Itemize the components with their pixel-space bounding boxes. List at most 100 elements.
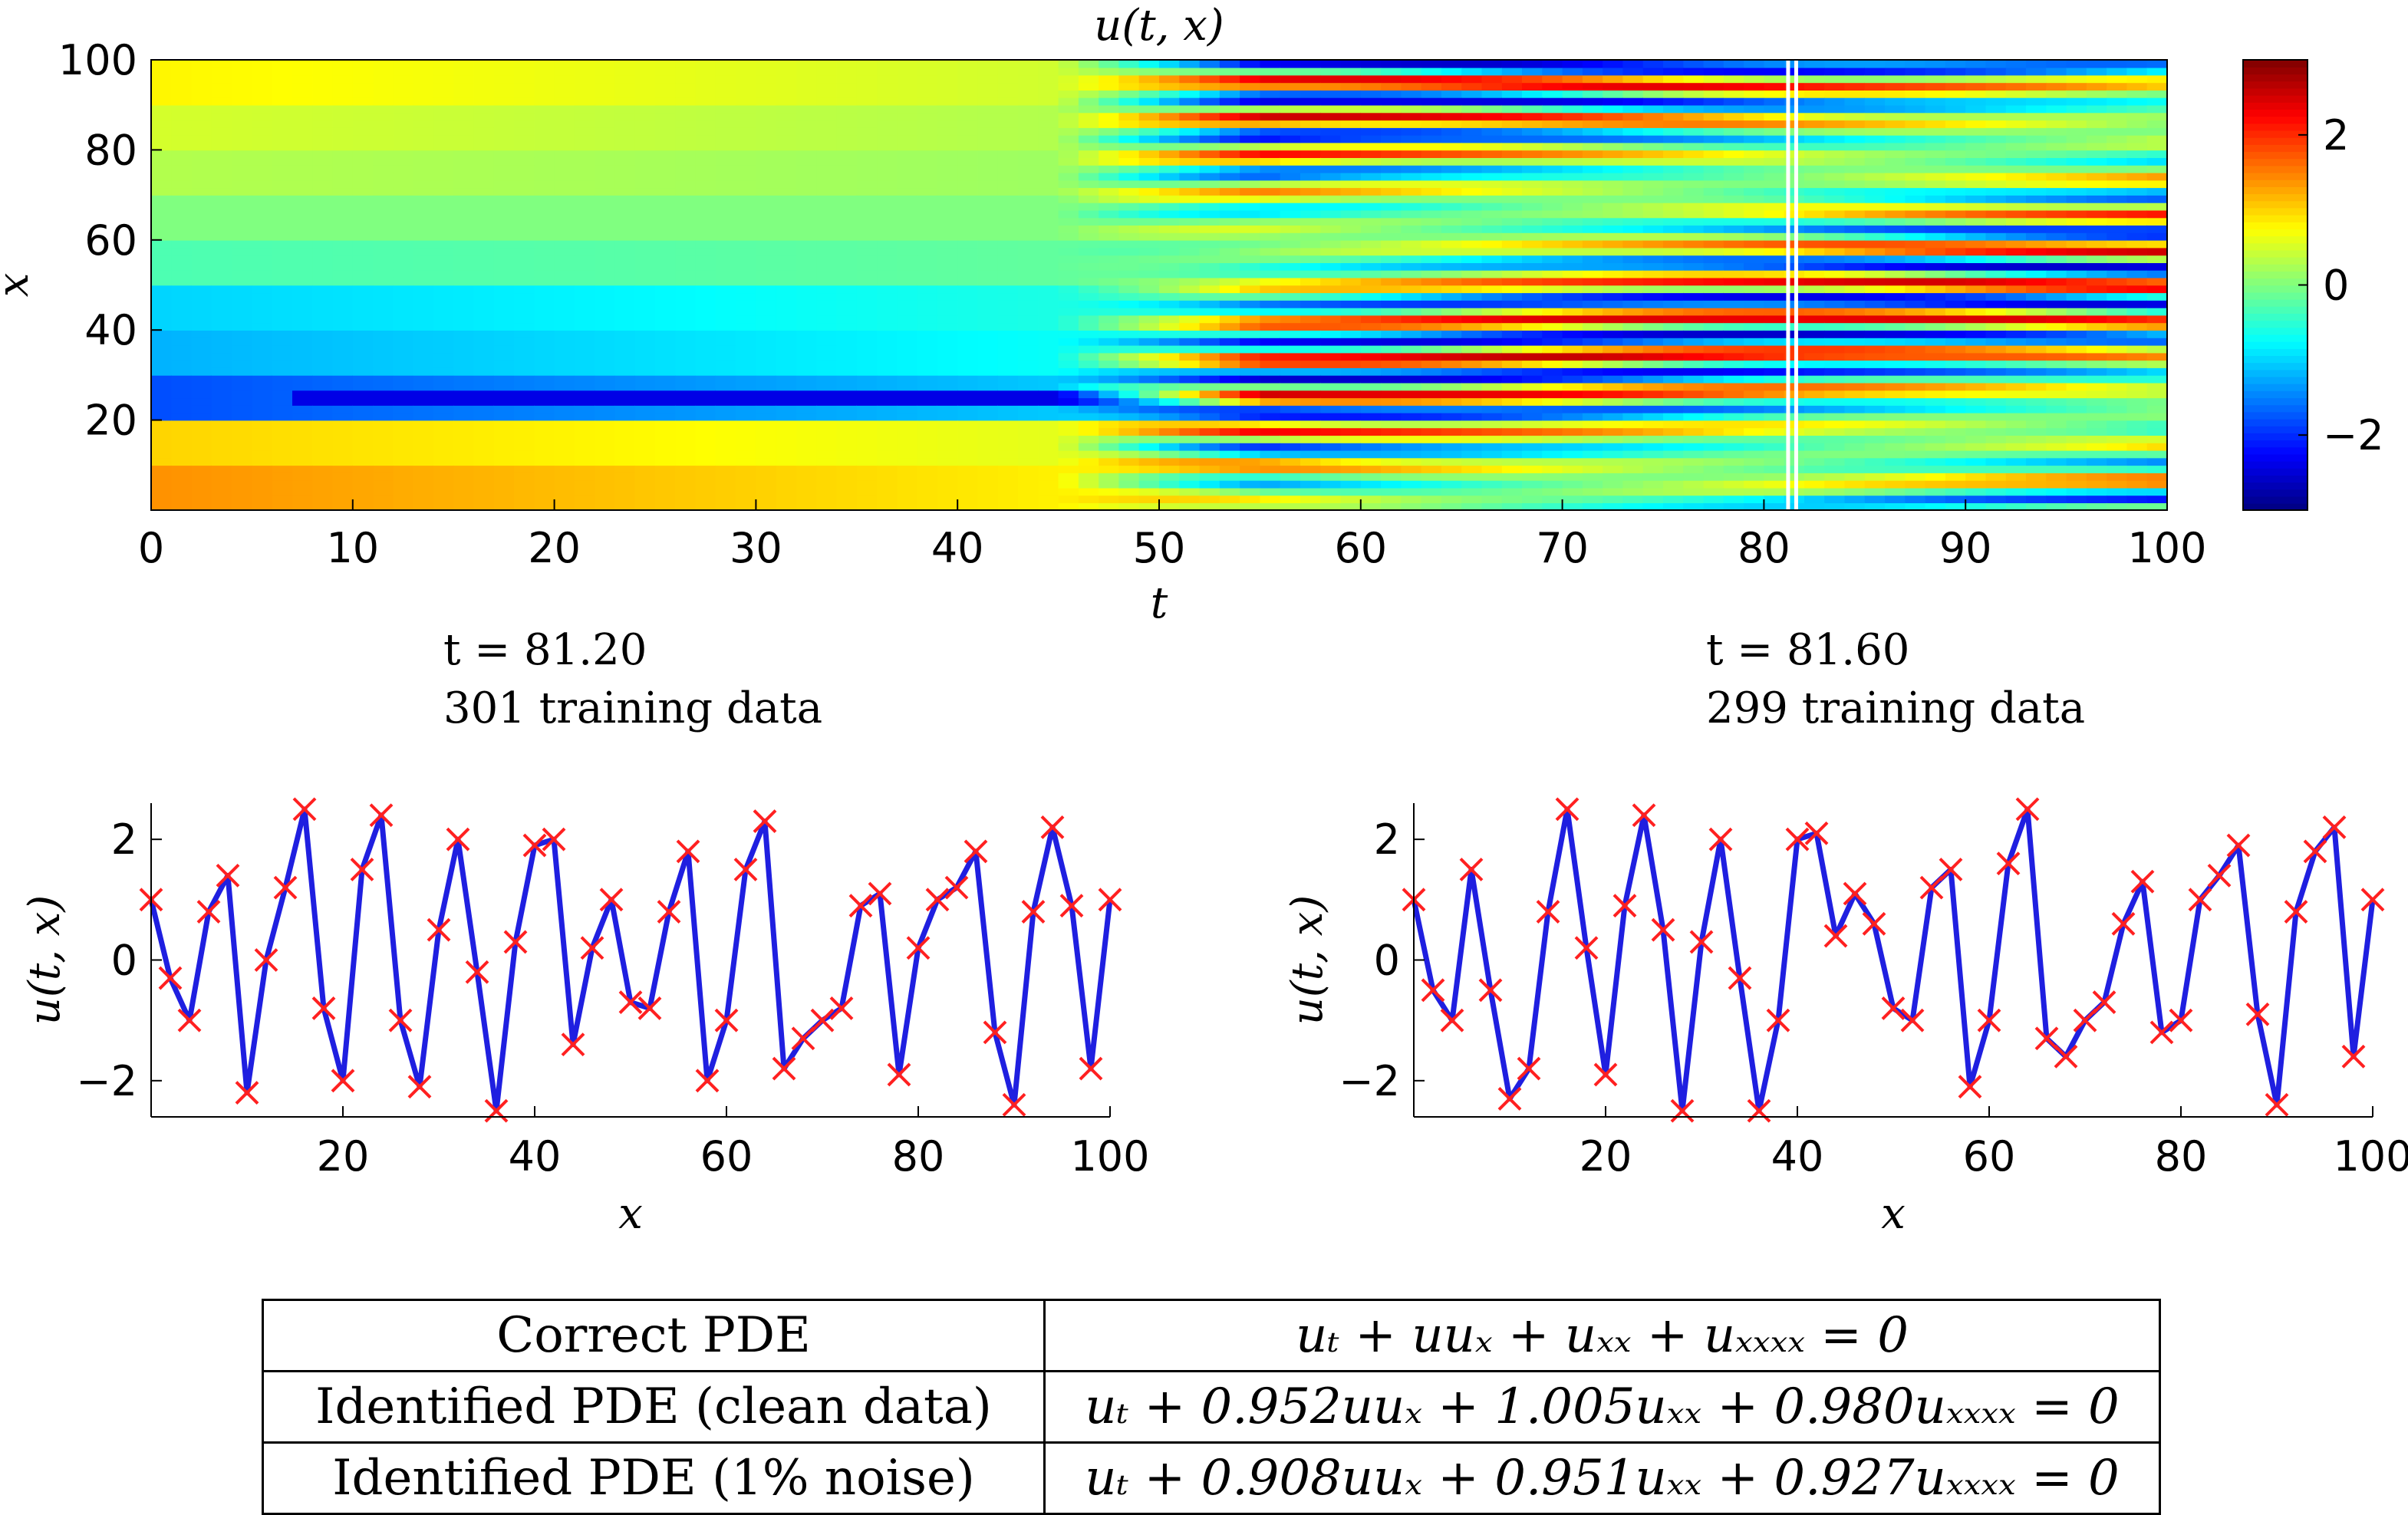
heatmap-cell — [816, 397, 838, 406]
heatmap-cell — [292, 367, 314, 376]
heatmap-cell — [816, 300, 838, 308]
heatmap-cell — [1723, 487, 1744, 496]
heatmap-cell — [1300, 90, 1322, 98]
heatmap-cell — [1058, 360, 1079, 368]
heatmap-cell — [272, 487, 293, 496]
heatmap-cell — [272, 134, 293, 143]
heatmap-cell — [171, 179, 193, 189]
heatmap-cell — [595, 292, 616, 301]
heatmap-cell — [756, 344, 777, 354]
heatmap-cell — [595, 269, 616, 278]
heatmap-cell — [1018, 277, 1039, 286]
heatmap-cell — [252, 142, 273, 151]
heatmap-cell — [1360, 90, 1382, 98]
heatmap-cell — [1642, 277, 1664, 286]
heatmap-cell — [1280, 74, 1301, 84]
heatmap-cell — [1058, 232, 1079, 241]
heatmap-cell — [1663, 112, 1685, 121]
heatmap-cell — [1138, 367, 1160, 376]
heatmap-cell — [1501, 412, 1523, 421]
heatmap-cell — [1300, 112, 1322, 121]
heatmap-cell — [1038, 360, 1059, 368]
heatmap-cell — [292, 443, 314, 451]
heatmap-cell — [1663, 367, 1685, 376]
heatmap-cell — [695, 307, 716, 316]
heatmap-cell — [595, 390, 616, 399]
heatmap-cell — [1582, 262, 1603, 271]
heatmap-cell — [1078, 74, 1099, 84]
heatmap-cell — [1360, 443, 1382, 451]
heatmap-cell — [1118, 487, 1140, 496]
heatmap-cell — [856, 97, 878, 106]
heatmap-cell — [595, 112, 616, 121]
heatmap-cell — [1320, 382, 1342, 391]
heatmap-cell — [1199, 307, 1220, 316]
heatmap-cell — [1622, 344, 1644, 354]
heatmap-cell — [836, 195, 858, 203]
heatmap-cell — [514, 360, 535, 368]
heatmap-cell — [1179, 82, 1201, 91]
heatmap-cell — [1078, 134, 1099, 143]
heatmap-cell — [1038, 239, 1059, 249]
heatmap-cell — [1603, 479, 1624, 489]
heatmap-cell — [1320, 427, 1342, 436]
heatmap-cell — [736, 412, 757, 421]
heatmap-cell — [1804, 300, 1826, 308]
heatmap-cell — [1199, 150, 1220, 158]
heatmap-cell — [493, 300, 515, 308]
heatmap-cell — [1421, 239, 1442, 249]
heatmap-cell — [856, 473, 878, 481]
heatmap-cell — [1320, 390, 1342, 399]
heatmap-cell — [1360, 179, 1382, 189]
heatmap-cell — [1582, 420, 1603, 429]
heatmap-cell — [514, 487, 535, 496]
heatmap-cell — [796, 165, 818, 173]
heatmap-cell — [1764, 262, 1785, 271]
heatmap-cell — [977, 307, 999, 316]
heatmap-cell — [554, 134, 575, 143]
heatmap-cell — [332, 165, 354, 173]
heatmap-cell — [1018, 397, 1039, 406]
heatmap-cell — [1723, 292, 1744, 301]
heatmap-cell — [1461, 352, 1483, 361]
heatmap-cell — [1764, 195, 1785, 203]
heatmap-cell — [1401, 443, 1422, 451]
heatmap-cell — [695, 397, 716, 406]
heatmap-cell — [977, 255, 999, 263]
heatmap-cell — [514, 330, 535, 338]
heatmap-cell — [413, 465, 434, 473]
heatmap-cell — [1421, 187, 1442, 196]
heatmap-cell — [1461, 360, 1483, 368]
heatmap-cell — [1562, 420, 1583, 429]
heatmap-cell — [1138, 382, 1160, 391]
heatmap-cell — [1441, 338, 1462, 346]
heatmap-cell — [997, 390, 1019, 399]
heatmap-cell — [997, 67, 1019, 76]
heatmap-cell — [877, 292, 898, 301]
heatmap-cell — [534, 269, 555, 278]
heatmap-cell — [1018, 502, 1039, 511]
heatmap-cell — [1703, 202, 1724, 211]
heatmap-cell — [937, 450, 958, 459]
heatmap-cell — [1260, 465, 1281, 473]
heatmap-cell — [1764, 134, 1785, 143]
heatmap-cell — [1300, 338, 1322, 346]
heatmap-cell — [312, 344, 334, 354]
heatmap-cell — [877, 142, 898, 151]
heatmap-cell — [1723, 60, 1744, 68]
heatmap-cell — [373, 344, 394, 354]
heatmap-cell — [1744, 315, 1765, 324]
heatmap-cell — [736, 255, 757, 263]
heatmap-cell — [413, 187, 434, 196]
heatmap-cell — [1280, 435, 1301, 443]
heatmap-cell — [493, 315, 515, 324]
heatmap-cell — [1461, 179, 1483, 189]
heatmap-cell — [1421, 405, 1442, 413]
heatmap-cell — [433, 443, 454, 451]
heatmap-cell — [252, 374, 273, 384]
heatmap-cell — [252, 187, 273, 196]
heatmap-cell — [534, 330, 555, 338]
heatmap-cell — [614, 443, 636, 451]
heatmap-cell — [453, 397, 475, 406]
heatmap-cell — [1381, 315, 1402, 324]
